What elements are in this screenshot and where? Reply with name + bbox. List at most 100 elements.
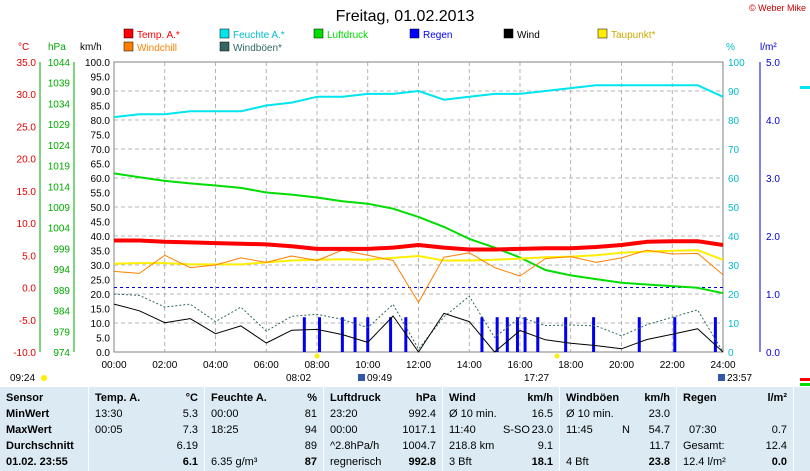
gust-unit: km/h: [644, 392, 670, 404]
wind-column: Wind km/h Ø 10 min. 16.5 11:40 S-SO 23.0…: [443, 387, 560, 471]
time-tick: 14:00: [457, 360, 482, 371]
wind-tick: 60.0: [91, 174, 111, 185]
row-label-min: MinWert: [6, 408, 50, 420]
series-line-wind: [113, 303, 724, 353]
time-tick: 08:00: [304, 360, 329, 371]
sunrise-icon: [358, 374, 365, 381]
rain-bar: [564, 317, 568, 352]
time-tick: 18:00: [558, 360, 583, 371]
humidity-tick: 10: [728, 319, 740, 330]
series-line-luftdruck: [113, 172, 724, 295]
pressure-max-time: 00:00: [330, 424, 358, 436]
pressure-tick: 1019: [48, 162, 71, 173]
wind-avg: 16.5: [531, 408, 553, 420]
rain-bar: [536, 317, 540, 352]
wind-tick: 35.0: [91, 247, 111, 258]
wind-tick: 50.0: [91, 203, 111, 214]
wind-tick: 80.0: [91, 116, 111, 127]
pressure-max: 1017.1: [402, 424, 436, 436]
rain-bar: [505, 317, 509, 352]
rain-current: 0.0: [771, 456, 787, 468]
gust-column: Windböen km/h Ø 10 min. 23.0 11:45 N 54.…: [560, 387, 677, 471]
pressure-tick: 994: [53, 265, 70, 276]
legend-label-3: Regen: [423, 30, 452, 41]
pressure-tick: 1014: [48, 182, 71, 193]
rain-bar: [637, 317, 641, 352]
wind-tick: 65.0: [91, 160, 111, 171]
humidity-tick: 40: [728, 232, 740, 243]
rain-tick: 2.0: [766, 232, 780, 243]
humidity-min: 81: [304, 408, 317, 420]
wind-tick: 10.0: [91, 319, 111, 330]
humidity-tick: 70: [728, 145, 740, 156]
series-lines: [113, 84, 724, 353]
humidity-tick: 50: [728, 203, 740, 214]
humidity-unit: %: [307, 392, 317, 404]
pressure-header: Luftdruck: [330, 392, 381, 404]
pressure-tick: 1044: [48, 58, 71, 69]
rain-tick: 0.0: [766, 348, 780, 359]
gust-max-time: 11:45: [566, 424, 593, 436]
pressure-tick: 984: [53, 307, 70, 318]
temp-max: 7.3: [182, 424, 198, 436]
axes: °C hPa km/h% l/m² 35.0 30.0 25.0 20.0 15.0 10.0 5.…: [13, 42, 780, 371]
pressure-min: 992.4: [408, 408, 436, 420]
humidity-tick: 90: [728, 87, 740, 98]
rain-tick: 3.0: [766, 174, 780, 185]
humidity-current: 87: [304, 456, 317, 468]
wind-direction: S-SO: [503, 424, 530, 436]
marker-sunset: 17:27: [524, 373, 549, 384]
rain-unit: l/m²: [767, 392, 787, 404]
time-tick: 12:00: [406, 360, 431, 371]
humidity-min-time: 00:00: [211, 408, 239, 420]
row-label-avg: Durchschnitt: [6, 440, 74, 452]
rain-column: Regen l/m² 07:30 0.7 Gesamt: 12.4 12.4 l…: [677, 387, 794, 471]
gust-beaufort: 4 Bft: [566, 456, 589, 468]
rain-bar: [353, 317, 357, 352]
edge-swatch: [800, 378, 810, 381]
legend-swatch-2: [313, 28, 324, 39]
pressure-avg: 1004.7: [402, 440, 436, 452]
rain-bar: [389, 317, 393, 352]
temp-tick: 5.0: [22, 251, 36, 262]
wind-tick: 25.0: [91, 276, 111, 287]
humidity-absolute: 6.35 g/m³: [211, 456, 258, 468]
wind-unit: km/h: [527, 392, 553, 404]
temp-min-time: 13:30: [95, 408, 123, 420]
pressure-column: Luftdruck hPa 23:20 992.4 00:00 1017.1 ^…: [324, 387, 443, 471]
legend-label-7: Windböen*: [233, 43, 282, 54]
temp-min: 5.3: [182, 408, 198, 420]
rain-tick: 1.0: [766, 290, 780, 301]
pressure-tick: 979: [53, 327, 70, 338]
pressure-tick: 1024: [48, 141, 71, 152]
time-tick: 00:00: [101, 360, 126, 371]
temp-tick: 15.0: [17, 187, 37, 198]
rain-tick: 5.0: [766, 58, 780, 69]
pressure-forecast: regnerisch: [330, 456, 382, 468]
wind-max: 23.0: [531, 424, 553, 436]
wind-unit-label: km/h: [80, 42, 102, 53]
legend-swatch-7: [219, 41, 230, 52]
chart-title: Freitag, 01.02.2013: [336, 8, 475, 25]
rain-max: 0.7: [771, 424, 787, 436]
humidity-max: 94: [304, 424, 317, 436]
wind-distance: 218.8 km: [449, 440, 495, 452]
wind-tick: 30.0: [91, 261, 111, 272]
pressure-tick: 999: [53, 244, 70, 255]
humidity-tick: 80: [728, 116, 740, 127]
humidity-header: Feuchte A.: [211, 392, 267, 404]
temp-avg: 6.19: [176, 440, 198, 452]
time-tick: 22:00: [660, 360, 685, 371]
rain-sum: 12.4 l/m²: [683, 456, 726, 468]
legend-label-4: Wind: [517, 30, 540, 41]
wind-tick: 45.0: [91, 218, 111, 229]
night-icon: [718, 374, 725, 381]
legend-label-2: Luftdruck: [327, 30, 369, 41]
series-line-temp-a: [114, 238, 724, 252]
humidity-tick: 0: [728, 348, 734, 359]
time-tick: 24:00: [710, 360, 735, 371]
pressure-tick: 1039: [48, 79, 71, 90]
time-tick: 02:00: [152, 360, 177, 371]
wind-tick: 75.0: [91, 131, 111, 142]
pressure-unit: hPa: [415, 392, 436, 404]
